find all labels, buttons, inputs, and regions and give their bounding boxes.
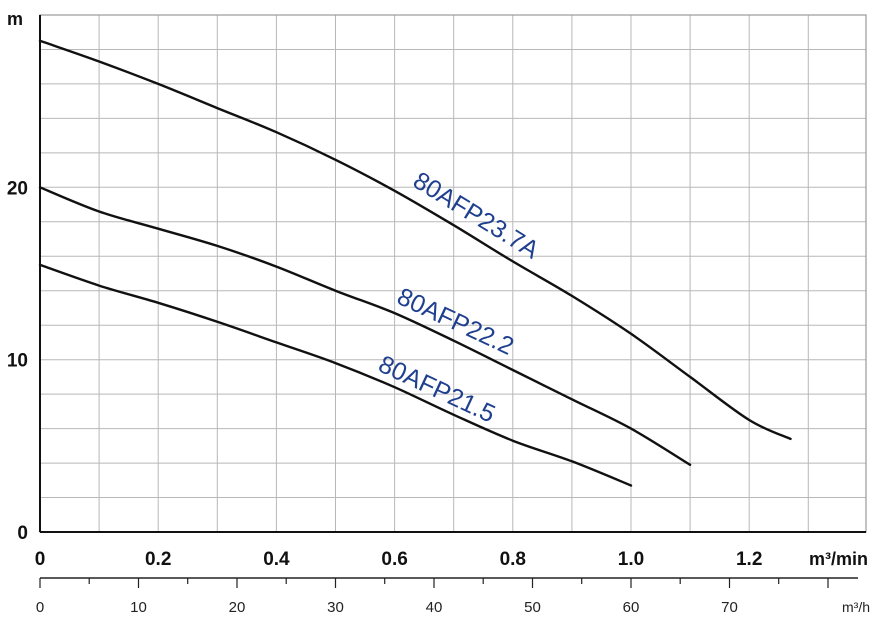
horizontal-grid [40, 49, 866, 498]
y-tick-label: 10 [7, 351, 28, 372]
secondary-axis-unit: m³/h [842, 599, 870, 615]
x-tick-label: 0.4 [263, 549, 290, 570]
secondary-tick-label: 30 [327, 599, 344, 616]
secondary-tick-label: 20 [229, 599, 246, 616]
y-tick-label: 20 [7, 178, 28, 199]
curve-80AFP22.2 [38, 186, 692, 466]
x-tick-label: 0.8 [500, 549, 526, 570]
x-axis-unit: m³/min [809, 549, 868, 569]
secondary-tick-label: 50 [524, 599, 541, 616]
plot-background [40, 15, 866, 532]
x-tick-label: 1.2 [736, 549, 762, 570]
secondary-tick-label: 60 [623, 599, 640, 616]
x-tick-label: 0 [35, 549, 46, 570]
secondary-tick-label: 40 [426, 599, 443, 616]
y-axis-unit: m [7, 9, 23, 29]
x-tick-label: 0.2 [145, 549, 171, 570]
y-tick-label: 0 [17, 523, 28, 544]
secondary-tick-label: 10 [130, 599, 147, 616]
x-tick-label: 1.0 [618, 549, 644, 570]
vertical-grid [98, 15, 809, 532]
x-tick-label: 0.6 [381, 549, 407, 570]
secondary-tick-label: 0 [36, 599, 44, 616]
curve-80AFP23.7A [38, 39, 792, 441]
secondary-tick-label: 70 [721, 599, 738, 616]
curve-80AFP21.5 [38, 263, 633, 487]
